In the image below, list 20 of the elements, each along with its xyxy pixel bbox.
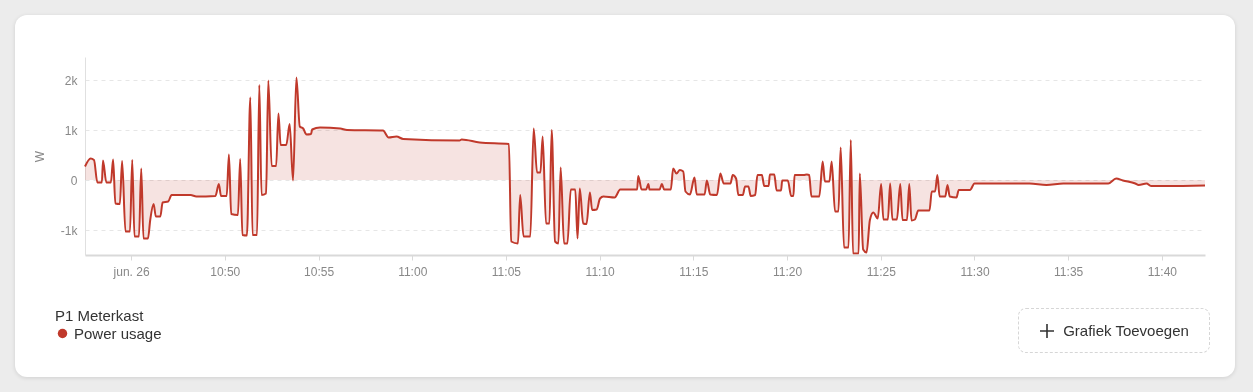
x-tick-label: 11:20 — [772, 264, 803, 279]
legend-label: Power usage — [74, 324, 162, 342]
x-tick-label: 11:25 — [866, 264, 897, 279]
x-tick-label: 10:50 — [210, 264, 241, 279]
x-tick-label: 11:15 — [679, 264, 709, 279]
text: Grafiek Toevoegen — [1063, 322, 1189, 339]
x-tick-label: 11:40 — [1147, 264, 1178, 279]
y-tick-label: -1k — [60, 223, 79, 238]
legend-title: P1 Meterkast — [55, 307, 145, 324]
y-axis-title: W — [32, 150, 47, 163]
x-tick-label: 11:05 — [491, 264, 522, 279]
x-tick-label: jun. 26 — [112, 264, 150, 279]
y-tick-label: 0 — [70, 173, 78, 188]
y-tick-label: 1k — [64, 123, 79, 138]
x-tick-label: 11:00 — [398, 264, 428, 279]
x-tick-label: 11:35 — [1054, 264, 1084, 279]
x-tick-label: 10:55 — [304, 264, 335, 279]
x-tick-label: 11:30 — [960, 264, 990, 279]
y-tick-label: 2k — [64, 73, 79, 88]
x-tick-label: 11:10 — [585, 264, 616, 279]
